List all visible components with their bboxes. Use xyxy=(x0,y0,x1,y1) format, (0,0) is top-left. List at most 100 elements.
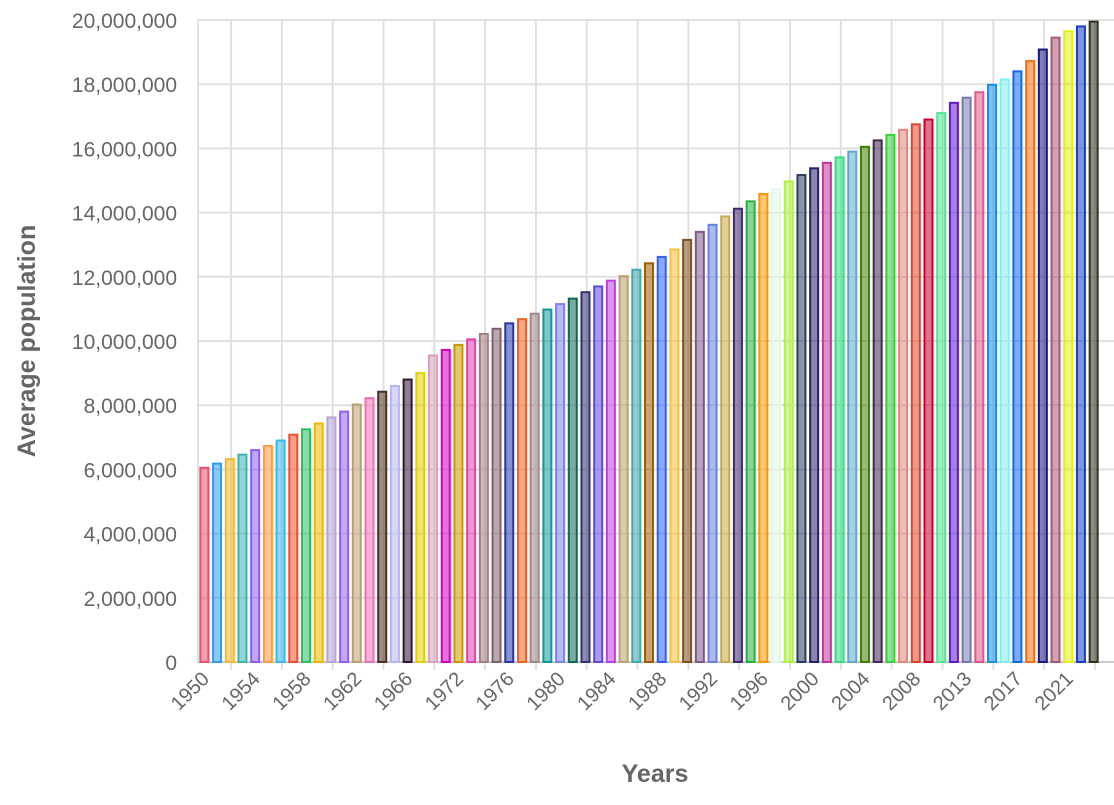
x-tick-label: 1966 xyxy=(370,668,417,715)
bar-1980[interactable] xyxy=(555,303,566,663)
x-tick-label: 1996 xyxy=(726,668,773,715)
y-tick-label: 4,000,000 xyxy=(84,524,177,547)
bar-1975[interactable] xyxy=(491,327,502,663)
bar-2016[interactable] xyxy=(999,78,1010,663)
bar-1993[interactable] xyxy=(720,215,731,663)
bar-1997[interactable] xyxy=(771,188,782,663)
x-tick-label: 1980 xyxy=(523,668,570,715)
bar-2010[interactable] xyxy=(936,112,947,663)
bar-1965[interactable] xyxy=(389,384,400,663)
bar-1985[interactable] xyxy=(618,275,629,663)
bar-2021[interactable] xyxy=(1063,30,1074,664)
x-tick-label: 1984 xyxy=(573,668,620,715)
bar-1967[interactable] xyxy=(415,372,426,663)
y-tick-label: 12,000,000 xyxy=(72,267,177,290)
x-tick-label: 2008 xyxy=(878,668,925,715)
x-tick-label: 2004 xyxy=(827,668,874,715)
x-tick-label: 1958 xyxy=(268,668,315,715)
bar-1953[interactable] xyxy=(237,453,248,663)
bar-2019[interactable] xyxy=(1037,48,1048,664)
bar-1977[interactable] xyxy=(516,318,527,663)
bar-1990[interactable] xyxy=(682,238,693,663)
bar-1982[interactable] xyxy=(580,291,591,663)
x-tick-label: 2021 xyxy=(1031,668,1078,715)
bar-2000[interactable] xyxy=(809,167,820,663)
bar-1955[interactable] xyxy=(262,444,273,664)
x-tick-label: 1988 xyxy=(624,668,671,715)
bar-1963[interactable] xyxy=(364,397,375,663)
bar-2012[interactable] xyxy=(948,101,959,664)
bar-1988[interactable] xyxy=(656,255,667,663)
bar-1974[interactable] xyxy=(478,332,489,663)
bar-2020[interactable] xyxy=(1050,36,1061,663)
bar-1959[interactable] xyxy=(313,422,324,664)
bar-1979[interactable] xyxy=(542,308,553,663)
bar-2014[interactable] xyxy=(974,91,985,664)
bar-1991[interactable] xyxy=(694,230,705,664)
bar-1956[interactable] xyxy=(275,439,286,664)
bar-2008[interactable] xyxy=(910,123,921,663)
bar-2018[interactable] xyxy=(1025,60,1036,663)
y-tick-label: 8,000,000 xyxy=(84,395,177,418)
bar-1962[interactable] xyxy=(351,403,362,663)
x-tick-label: 2013 xyxy=(929,668,976,715)
bar-2002[interactable] xyxy=(834,156,845,663)
bar-1973[interactable] xyxy=(466,338,477,663)
bar-1987[interactable] xyxy=(644,262,654,663)
bar-2001[interactable] xyxy=(821,161,832,663)
bar-1970[interactable] xyxy=(428,354,439,663)
bar-1994[interactable] xyxy=(732,207,743,664)
bar-2013[interactable] xyxy=(961,96,972,663)
bar-1992[interactable] xyxy=(707,223,718,663)
x-tick-label: 1972 xyxy=(421,668,468,715)
x-tick-label: 1962 xyxy=(319,668,366,715)
bar-2023[interactable] xyxy=(1088,20,1099,664)
bar-2022[interactable] xyxy=(1075,25,1086,664)
bar-1964[interactable] xyxy=(377,390,388,663)
bar-1976[interactable] xyxy=(504,322,515,663)
bar-1986[interactable] xyxy=(631,268,642,663)
bar-2005[interactable] xyxy=(872,139,883,663)
bar-1952[interactable] xyxy=(224,458,235,663)
bar-2015[interactable] xyxy=(987,83,998,664)
y-axis: 0 2,000,000 4,000,000 6,000,000 8,000,000 10,… xyxy=(72,10,177,675)
y-tick-label: 18,000,000 xyxy=(72,74,177,97)
bar-1984[interactable] xyxy=(605,279,616,663)
bar-1998[interactable] xyxy=(783,180,794,663)
bars xyxy=(199,20,1099,664)
y-tick-label: 6,000,000 xyxy=(84,459,177,482)
bar-1981[interactable] xyxy=(567,297,578,663)
bar-1957[interactable] xyxy=(288,433,299,663)
bar-1951[interactable] xyxy=(212,462,223,664)
bar-1983[interactable] xyxy=(593,285,604,663)
bar-2003[interactable] xyxy=(847,150,858,664)
x-tick-label: 1976 xyxy=(472,668,519,715)
y-tick-label: 2,000,000 xyxy=(84,588,177,611)
bar-1978[interactable] xyxy=(529,312,540,663)
y-axis-title: Average population xyxy=(13,225,41,457)
bar-2009[interactable] xyxy=(923,118,934,663)
bar-1989[interactable] xyxy=(669,248,680,663)
x-tick-label: 2017 xyxy=(980,668,1027,715)
bar-2007[interactable] xyxy=(898,128,909,664)
bar-1999[interactable] xyxy=(796,174,807,663)
bar-1996[interactable] xyxy=(758,192,769,663)
bar-1960[interactable] xyxy=(326,416,337,664)
bar-1961[interactable] xyxy=(339,410,350,663)
bar-1971[interactable] xyxy=(440,348,451,663)
x-tick-label: 1950 xyxy=(167,668,214,715)
bar-1972[interactable] xyxy=(453,343,464,663)
x-axis: 1950 1954 1958 1962 1966 1972 1976 1980 1984 1988… xyxy=(167,668,1078,715)
y-tick-label: 0 xyxy=(165,652,177,675)
bar-2004[interactable] xyxy=(859,145,870,664)
y-tick-label: 16,000,000 xyxy=(72,138,177,161)
bar-2006[interactable] xyxy=(885,133,896,663)
bar-1966[interactable] xyxy=(402,378,413,663)
bar-1958[interactable] xyxy=(300,428,311,663)
bar-1995[interactable] xyxy=(745,200,756,664)
bar-1954[interactable] xyxy=(250,449,261,664)
bar-1950[interactable] xyxy=(199,466,210,664)
bar-2017[interactable] xyxy=(1012,70,1023,664)
y-tick-label: 20,000,000 xyxy=(72,10,177,33)
